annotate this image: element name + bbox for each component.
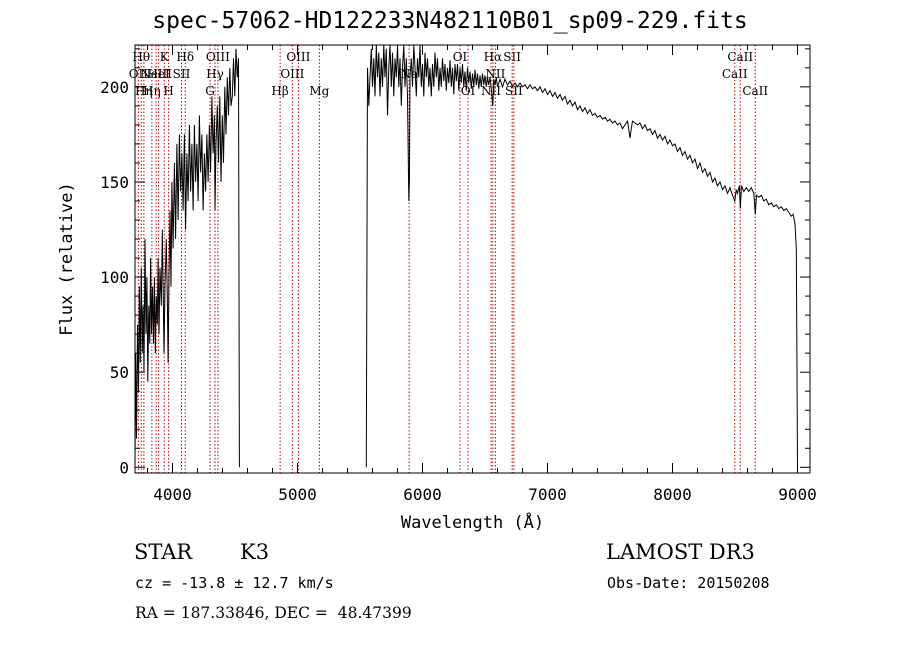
x-axis-label: Wavelength (Å)	[401, 511, 544, 533]
redshift-cz: cz = -13.8 ± 12.7 km/s	[135, 574, 334, 592]
line-marker-label: G	[205, 84, 215, 98]
ra-dec: RA = 187.33846, DEC = 48.47399	[135, 604, 412, 622]
line-marker-label: Hδ	[176, 50, 194, 64]
line-marker-label: OIII	[286, 50, 310, 64]
line-marker-label: Hθ	[132, 50, 150, 64]
object-class: STAR	[134, 540, 193, 564]
x-tick-label: 4000	[153, 485, 192, 504]
line-marker-label: CaII	[727, 50, 753, 64]
line-marker-label: OIII	[280, 67, 304, 81]
line-marker-label: OI	[453, 50, 468, 64]
line-marker-label: H	[163, 84, 173, 98]
line-marker-label: K	[160, 50, 170, 64]
line-marker-label: NII	[485, 67, 505, 81]
y-tick-label: 0	[119, 458, 129, 477]
spectrum-line	[365, 45, 798, 468]
line-marker-label: OIII	[206, 50, 230, 64]
line-marker-label: CaII	[722, 67, 748, 81]
x-axis: 4000 5000 6000 7000 8000 9000	[147, 45, 817, 504]
x-tick-label: 7000	[528, 485, 567, 504]
line-marker-label: CaII	[742, 84, 768, 98]
y-tick-label: 100	[100, 268, 129, 287]
x-tick-label: 9000	[778, 485, 817, 504]
chart-title: spec-57062-HD122233N482110B01_sp09-229.f…	[152, 8, 748, 34]
line-marker-group: OIIHθHηHηNeIIIHeIKHSIIHδGHγOIIIHβOIIIOII…	[129, 45, 768, 473]
line-marker-label: Hγ	[206, 67, 224, 81]
spectrum-line	[135, 48, 240, 468]
object-subclass: K3	[240, 540, 270, 564]
y-tick-label: 50	[110, 363, 129, 382]
line-marker-label: SII	[503, 50, 521, 64]
survey-name: LAMOST DR3	[606, 540, 755, 564]
x-tick-label: 6000	[403, 485, 442, 504]
y-tick-label: 150	[100, 173, 129, 192]
obs-date: Obs-Date: 20150208	[607, 574, 770, 592]
x-tick-label: 5000	[278, 485, 317, 504]
series-group	[135, 45, 798, 468]
line-marker-label: Hη	[143, 84, 161, 98]
line-marker-label: Hα	[484, 50, 503, 64]
line-marker-label: Mg	[309, 84, 329, 98]
line-marker-label: SII	[173, 67, 191, 81]
line-marker-label: SII	[505, 84, 523, 98]
y-axis-label: Flux (relative)	[57, 182, 77, 336]
line-marker-label: Hβ	[271, 84, 288, 98]
y-axis: 0 50 100 150 200	[100, 48, 810, 477]
line-marker-label: HeI	[147, 67, 170, 81]
plot-frame	[134, 44, 811, 474]
x-tick-label: 8000	[653, 485, 692, 504]
y-tick-label: 200	[100, 78, 129, 97]
line-marker-label: Hη	[135, 84, 153, 98]
